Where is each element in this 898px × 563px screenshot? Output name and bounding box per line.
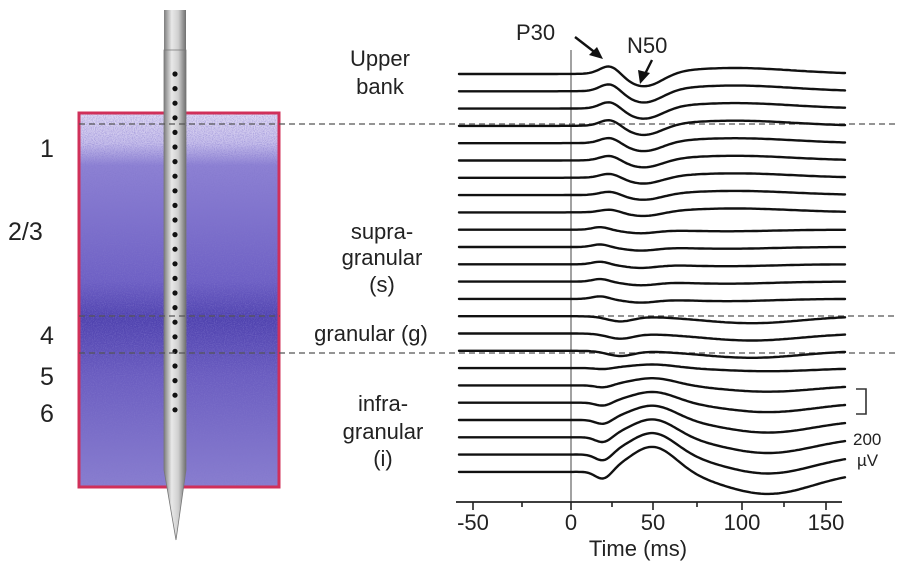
probe-contact bbox=[172, 217, 178, 223]
scale-bar bbox=[856, 388, 867, 415]
probe-contact bbox=[172, 173, 178, 179]
scale-bar-unit: µV bbox=[857, 451, 879, 470]
layer-label-2-3: 2/3 bbox=[8, 218, 43, 246]
upper-bank-label-line1: Upper bbox=[350, 46, 410, 71]
n50-label: N50 bbox=[627, 33, 667, 58]
probe-contact bbox=[172, 115, 178, 121]
probe-contact bbox=[172, 188, 178, 194]
probe-contact bbox=[172, 71, 178, 77]
lfp-trace bbox=[457, 390, 847, 414]
probe-contact bbox=[172, 290, 178, 296]
layer-label-6: 6 bbox=[40, 400, 54, 428]
scale-bar-value: 200 bbox=[853, 430, 881, 449]
tick-label-50: 50 bbox=[641, 510, 665, 535]
lfp-trace bbox=[457, 172, 847, 185]
time-axis-title: Time (ms) bbox=[589, 536, 687, 561]
lfp-trace bbox=[457, 154, 847, 169]
layer-label-5: 5 bbox=[40, 363, 54, 391]
n50-arrow bbox=[638, 59, 654, 84]
probe-contact bbox=[172, 100, 178, 106]
infragranular-label-line3: (i) bbox=[373, 446, 393, 471]
traces-panel: P30 N50 200 µV -50 0 50 100 150 Time (ms… bbox=[456, 20, 881, 561]
lfp-trace bbox=[457, 445, 847, 496]
probe-contact bbox=[172, 246, 178, 252]
lfp-trace bbox=[457, 83, 847, 104]
tick-label-150: 150 bbox=[808, 510, 845, 535]
probe-contact bbox=[172, 144, 178, 150]
recording-probe bbox=[163, 10, 187, 541]
probe-contact bbox=[172, 261, 178, 267]
probe-contact bbox=[172, 275, 178, 281]
probe-contacts bbox=[172, 71, 178, 413]
probe-contact bbox=[172, 232, 178, 238]
tick-label-0: 0 bbox=[565, 510, 577, 535]
probe-contact bbox=[172, 305, 178, 311]
lfp-trace bbox=[457, 363, 847, 373]
tick-label-minus-50: -50 bbox=[457, 510, 489, 535]
time-axis-ticks bbox=[472, 502, 827, 510]
lfp-trace bbox=[457, 349, 847, 359]
p30-arrow bbox=[574, 36, 603, 59]
supragranular-label-line2: granular bbox=[342, 245, 423, 270]
upper-bank-label-line2: bank bbox=[356, 74, 405, 99]
lfp-trace bbox=[457, 136, 847, 153]
tick-label-100: 100 bbox=[724, 510, 761, 535]
probe-contact bbox=[172, 363, 178, 369]
layer-labels: 1 2/3 4 5 6 bbox=[8, 135, 54, 428]
supragranular-label-line1: supra- bbox=[351, 219, 413, 244]
region-labels: Upper bank supra- granular (s) granular … bbox=[314, 46, 428, 471]
lfp-trace bbox=[457, 260, 847, 270]
probe-contact bbox=[172, 129, 178, 135]
probe-contact bbox=[172, 407, 178, 413]
lfp-trace bbox=[457, 418, 847, 455]
probe-contact bbox=[172, 159, 178, 165]
granular-label: granular (g) bbox=[314, 321, 428, 346]
infragranular-label-line1: infra- bbox=[358, 391, 408, 416]
layer-label-4: 4 bbox=[40, 322, 54, 350]
lfp-trace bbox=[457, 189, 847, 201]
probe-contact bbox=[172, 392, 178, 398]
probe-contact bbox=[172, 202, 178, 208]
lfp-trace bbox=[457, 101, 847, 120]
lfp-trace bbox=[457, 277, 847, 287]
infragranular-label-line2: granular bbox=[343, 419, 424, 444]
lfp-trace bbox=[457, 65, 847, 88]
lfp-trace bbox=[457, 207, 847, 218]
layer-label-1: 1 bbox=[40, 135, 54, 163]
probe-contact bbox=[172, 86, 178, 92]
probe-contact bbox=[172, 319, 178, 325]
lfp-trace bbox=[457, 431, 847, 475]
p30-label: P30 bbox=[516, 20, 555, 45]
lfp-trace bbox=[457, 118, 847, 137]
lfp-trace bbox=[457, 225, 847, 235]
supragranular-label-line3: (s) bbox=[369, 272, 395, 297]
lfp-trace bbox=[457, 404, 847, 434]
lfp-traces bbox=[457, 65, 847, 496]
probe-contact bbox=[172, 334, 178, 340]
lfp-trace bbox=[457, 243, 847, 252]
lfp-trace bbox=[457, 295, 847, 304]
lfp-trace bbox=[457, 332, 847, 342]
probe-contact bbox=[172, 378, 178, 384]
lfp-trace bbox=[457, 377, 847, 393]
lfp-trace bbox=[457, 315, 847, 325]
